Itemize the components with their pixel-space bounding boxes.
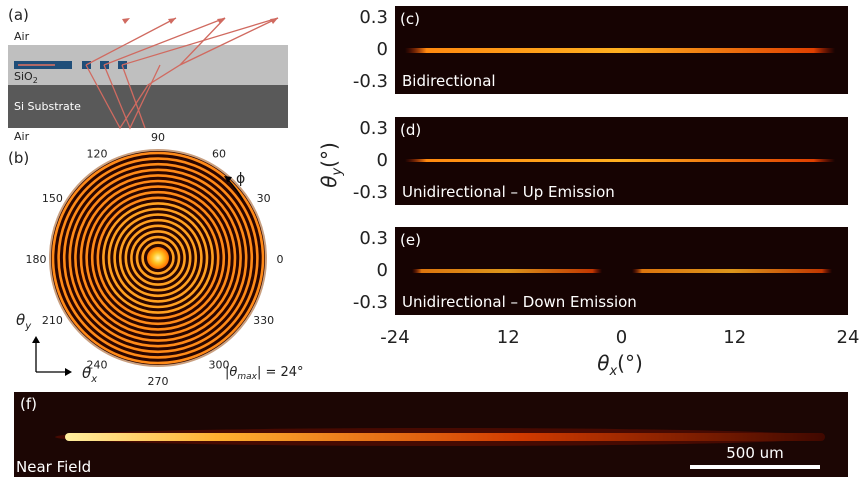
y-tick-label: 0.3 [359, 7, 388, 28]
subscript: y [330, 168, 345, 177]
text: θ [82, 364, 91, 382]
text: θ [317, 176, 341, 188]
caption: Unidirectional – Up Emission [402, 183, 615, 201]
angle-label: 90 [151, 131, 165, 144]
text: θ [597, 351, 609, 375]
beam [405, 48, 835, 53]
text: | = 24° [257, 365, 304, 380]
panel-label: (a) [8, 6, 29, 24]
panel-label: (b) [8, 149, 29, 167]
beam [412, 269, 602, 273]
angle-label: 210 [42, 314, 63, 327]
x-tick-label: 24 [837, 327, 860, 348]
subscript: x [608, 364, 617, 379]
panel-a: (a) Air SiO2 Si Substrate Air [8, 6, 288, 143]
y-tick-label: -0.3 [353, 71, 388, 92]
caption: Unidirectional – Down Emission [402, 293, 637, 311]
angle-label: 60 [212, 147, 226, 160]
theta-max: |θmax| = 24° [225, 365, 304, 382]
panel-label: (d) [400, 121, 421, 139]
text: (°) [617, 351, 643, 375]
angle-label: 270 [148, 375, 169, 388]
angle-label: 120 [87, 147, 108, 160]
layer-label: Air [14, 130, 30, 143]
panel-label: (e) [400, 231, 421, 249]
panels-cde: (c) Bidirectional 0.3 0 -0.3 (d) Unidirectiona… [353, 6, 860, 348]
caption: Bidirectional [402, 72, 496, 90]
subscript: max [237, 372, 257, 382]
panel-label: (f) [20, 395, 37, 413]
subscript: x [90, 374, 97, 385]
angle-label: 0 [277, 253, 284, 266]
y-tick-label: -0.3 [353, 292, 388, 313]
axis-label: θy [16, 311, 32, 332]
x-axis-label: θx(°) [597, 351, 643, 379]
angle-label: 150 [42, 192, 63, 205]
layer-label: Si Substrate [14, 100, 81, 113]
center-spot [147, 247, 169, 269]
layer-label: Air [14, 30, 30, 43]
y-tick-label: 0 [377, 150, 388, 171]
caption: Near Field [16, 458, 91, 476]
arrow-head [32, 336, 72, 376]
x-tick-label: 12 [723, 327, 746, 348]
text: |θ [225, 365, 237, 380]
subscript: 2 [33, 76, 38, 85]
x-tick-label: 12 [497, 327, 520, 348]
phi-label: ϕ [236, 171, 245, 187]
beam [632, 269, 832, 273]
angle-label: 180 [26, 253, 47, 266]
angle-label: 330 [253, 314, 274, 327]
arrow-head [270, 18, 278, 24]
x-tick-label: 0 [616, 327, 627, 348]
text: SiO [14, 70, 33, 83]
beam [405, 159, 835, 162]
arrow-head [122, 18, 130, 24]
text: (°) [317, 142, 341, 168]
y-tick-label: 0.3 [359, 228, 388, 249]
text: θ [16, 311, 25, 329]
y-tick-label: 0.3 [359, 118, 388, 139]
x-tick-label: -24 [380, 327, 409, 348]
far-field-rings [50, 150, 266, 366]
y-tick-label: 0 [377, 260, 388, 281]
y-axis-label: θy(°) [317, 142, 345, 188]
near-field-streak [65, 433, 825, 441]
scale-bar-label: 500 um [726, 444, 784, 462]
angle-label: 30 [257, 192, 271, 205]
panel-label: (c) [400, 10, 420, 28]
y-tick-label: -0.3 [353, 182, 388, 203]
panel-f: (f) Near Field 500 um [14, 392, 848, 477]
body: {"panel_a":{"label":"(a)","air_top":"Air… [0, 0, 867, 479]
figure: (a) Air SiO2 Si Substrate Air (b) 0 30 60 9… [0, 0, 867, 479]
subscript: y [24, 321, 32, 332]
page: body{margin:0;background:#fff;font-famil… [0, 0, 867, 479]
y-tick-label: 0 [377, 39, 388, 60]
